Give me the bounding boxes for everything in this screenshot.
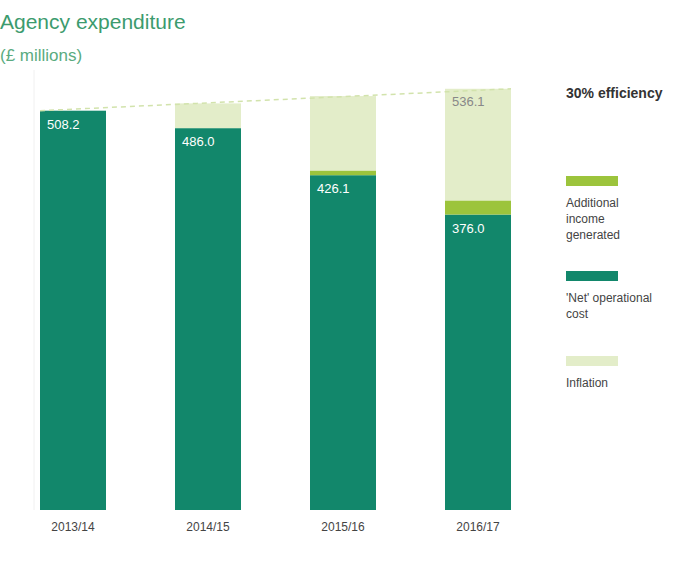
- data-label: 426.1: [317, 181, 350, 196]
- bar-segment: [445, 89, 511, 201]
- bar-segment: [40, 111, 106, 510]
- legend-label: Inflation: [566, 375, 658, 391]
- legend-title: 30% efficiency: [566, 85, 663, 101]
- data-label: 508.2: [47, 117, 80, 132]
- legend-swatch: [566, 176, 618, 186]
- y-axis-line: [34, 70, 35, 510]
- data-label: 486.0: [182, 134, 215, 149]
- x-tick-label: 2015/16: [321, 520, 365, 534]
- data-label: 376.0: [452, 221, 485, 236]
- x-tick-label: 2016/17: [456, 520, 500, 534]
- legend-label: 'Net' operational cost: [566, 290, 658, 322]
- trend-line: [40, 89, 511, 111]
- bar-segment: [310, 175, 376, 510]
- x-tick-label: 2013/14: [51, 520, 95, 534]
- subtitle: (£ millions): [0, 46, 82, 65]
- bar-segment: [175, 128, 241, 510]
- bars: [40, 89, 511, 510]
- bar-segment: [175, 103, 241, 128]
- trend-label: 536.1: [452, 94, 485, 109]
- legend-swatch: [566, 271, 618, 281]
- chart: Agency expenditure (£ millions) 508.2 486.0…: [0, 0, 685, 571]
- bar-segment: [310, 170, 376, 175]
- x-tick-label: 2014/15: [186, 520, 230, 534]
- legend-label: Additional income generated: [566, 195, 658, 243]
- bar-segment: [445, 215, 511, 510]
- bar-segment: [310, 96, 376, 170]
- legend-swatch: [566, 356, 618, 366]
- title: Agency expenditure: [0, 10, 186, 33]
- bar-segment: [445, 200, 511, 214]
